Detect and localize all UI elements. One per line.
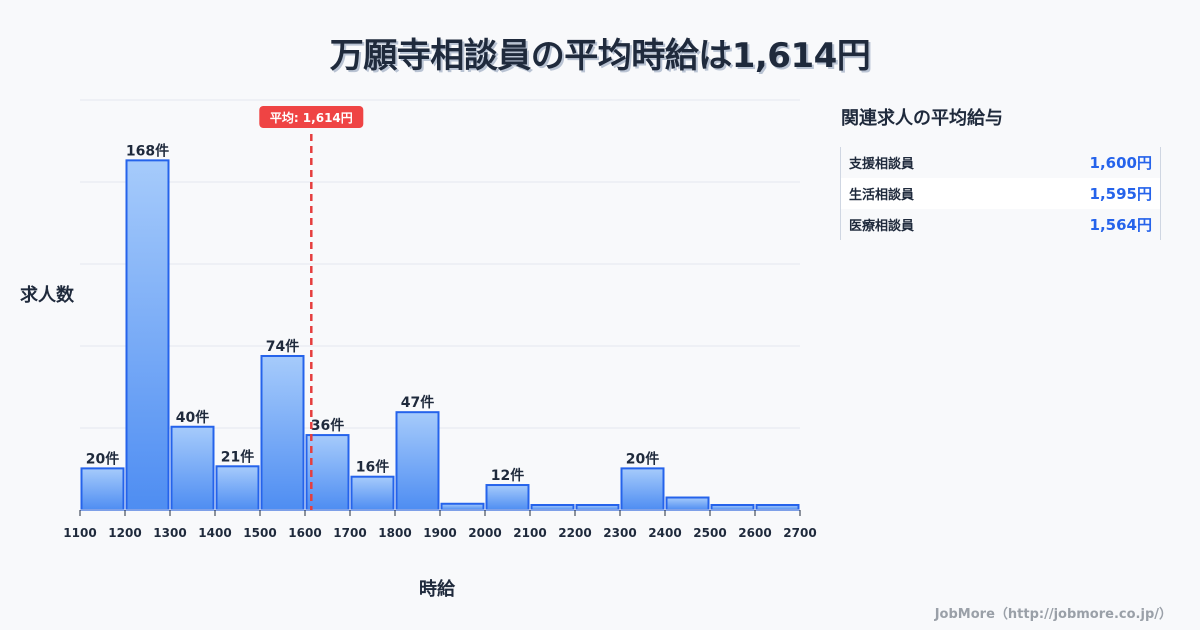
histogram-chart: 20件 168件 40件 21件 74件 36件 16件 47件 12件 20件 1100 1200… [63,99,817,540]
histogram-bar [710,504,755,511]
x-tick-label: 2400 [648,526,681,540]
bar-value-label: 36件 [311,417,344,434]
histogram-bar [260,354,305,511]
job-name: 生活相談員 [849,188,915,203]
bar-value-label: 47件 [401,394,434,411]
bar-value-label: 16件 [356,459,389,476]
x-tick-label: 1500 [243,526,276,540]
bar-value-label: 168件 [126,142,169,159]
histogram-bar [305,434,350,511]
histogram-bar [620,467,665,512]
mean-line: 平均: 1,614円 [259,106,364,510]
x-tick-label: 1700 [333,526,366,540]
bar-value-label: 20件 [86,450,119,467]
related-job-row: 生活相談員 1,595円 [841,178,1160,209]
job-wage: 1,595円 [1089,185,1152,203]
related-job-row: 医療相談員 1,564円 [841,209,1160,240]
x-tick-label: 1800 [378,526,411,540]
histogram-bar [665,496,710,512]
bar-value-label: 21件 [221,448,254,465]
job-name: 医療相談員 [849,219,915,234]
x-axis-label: 時給 [419,579,455,600]
histogram-bar [485,484,530,512]
x-axis-ticks: 1100 1200 1300 1400 1500 1600 1700 1800 1900 2000… [63,510,817,540]
bar-value-label: 40件 [176,409,209,426]
gridlines [80,99,800,429]
x-tick-label: 1900 [423,526,456,540]
related-job-row: 支援相談員 1,600円 [841,147,1160,178]
x-tick-label: 1100 [63,526,96,540]
x-tick-label: 2300 [603,526,636,540]
bar-value-label: 12件 [491,467,524,484]
x-tick-label: 2200 [558,526,591,540]
x-tick-label: 2500 [693,526,726,540]
page-title: 万願寺相談員の平均時給は1,614円 [329,36,871,76]
histogram-bar [80,467,125,512]
bar-value-label: 74件 [266,338,299,355]
mean-badge [259,106,364,128]
related-jobs-title: 関連求人の平均給与 [841,108,1003,129]
histogram-bar [125,159,170,512]
x-tick-label: 1600 [288,526,321,540]
histogram-bar [215,465,260,511]
bars: 20件 168件 40件 21件 74件 36件 16件 47件 12件 20件 [80,142,800,512]
x-tick-label: 1200 [108,526,141,540]
histogram-bar [440,502,485,512]
histogram-bar [170,425,215,512]
mean-badge-label: 平均: 1,614円 [270,110,353,125]
histogram-bar [350,475,395,511]
histogram-bar [575,504,620,511]
histogram-bar [530,504,575,511]
x-tick-label: 2000 [468,526,501,540]
x-tick-label: 2600 [738,526,771,540]
y-axis-label: 求人数 [20,285,74,306]
related-jobs-table: 支援相談員 1,600円 生活相談員 1,595円 医療相談員 1,564円 [840,147,1161,240]
histogram-bar [755,504,800,511]
job-wage: 1,564円 [1089,216,1152,234]
x-tick-label: 1300 [153,526,186,540]
bar-value-label: 20件 [626,450,659,467]
footer-credit: JobMore（http://jobmore.co.jp/） [934,607,1172,622]
histogram-bar [395,411,440,511]
job-name: 支援相談員 [849,157,915,172]
job-wage: 1,600円 [1089,154,1152,172]
x-tick-label: 2700 [783,526,816,540]
x-tick-label: 1400 [198,526,231,540]
x-tick-label: 2100 [513,526,546,540]
